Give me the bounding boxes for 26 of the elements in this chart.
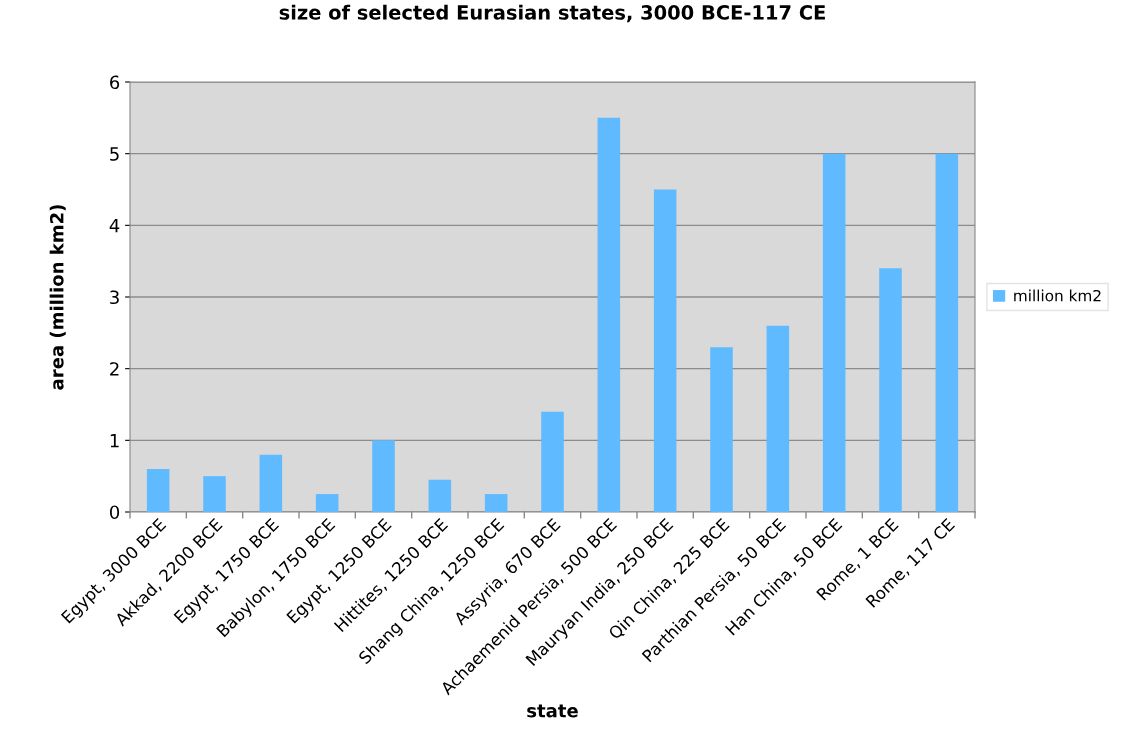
y-tick-label: 5 bbox=[110, 147, 119, 161]
x-axis-title: state bbox=[527, 704, 578, 718]
bar bbox=[428, 479, 452, 512]
bar bbox=[315, 494, 339, 512]
y-tick-label: 4 bbox=[109, 219, 120, 233]
legend-label: million km2 bbox=[1014, 289, 1101, 302]
y-tick-label: 2 bbox=[110, 362, 119, 376]
bar bbox=[879, 268, 902, 512]
y-tick-label: 1 bbox=[110, 434, 119, 448]
y-axis-title: area (million km2) bbox=[49, 205, 66, 390]
y-tick-label: 3 bbox=[110, 290, 119, 305]
bar bbox=[710, 347, 733, 512]
bar bbox=[146, 469, 170, 512]
bar bbox=[541, 411, 564, 512]
bar bbox=[766, 325, 790, 512]
bar bbox=[372, 440, 395, 512]
y-tick-label: 0 bbox=[109, 505, 120, 520]
y-tick-label: 6 bbox=[110, 75, 120, 90]
chart-title: size of selected Eurasian states, 3000 BCE-117 CE bbox=[279, 4, 825, 23]
bar bbox=[597, 117, 621, 512]
bar bbox=[935, 153, 959, 512]
bar bbox=[484, 494, 508, 512]
bar bbox=[822, 153, 846, 512]
bar bbox=[653, 189, 677, 512]
bar bbox=[259, 454, 283, 512]
bar bbox=[203, 476, 226, 512]
